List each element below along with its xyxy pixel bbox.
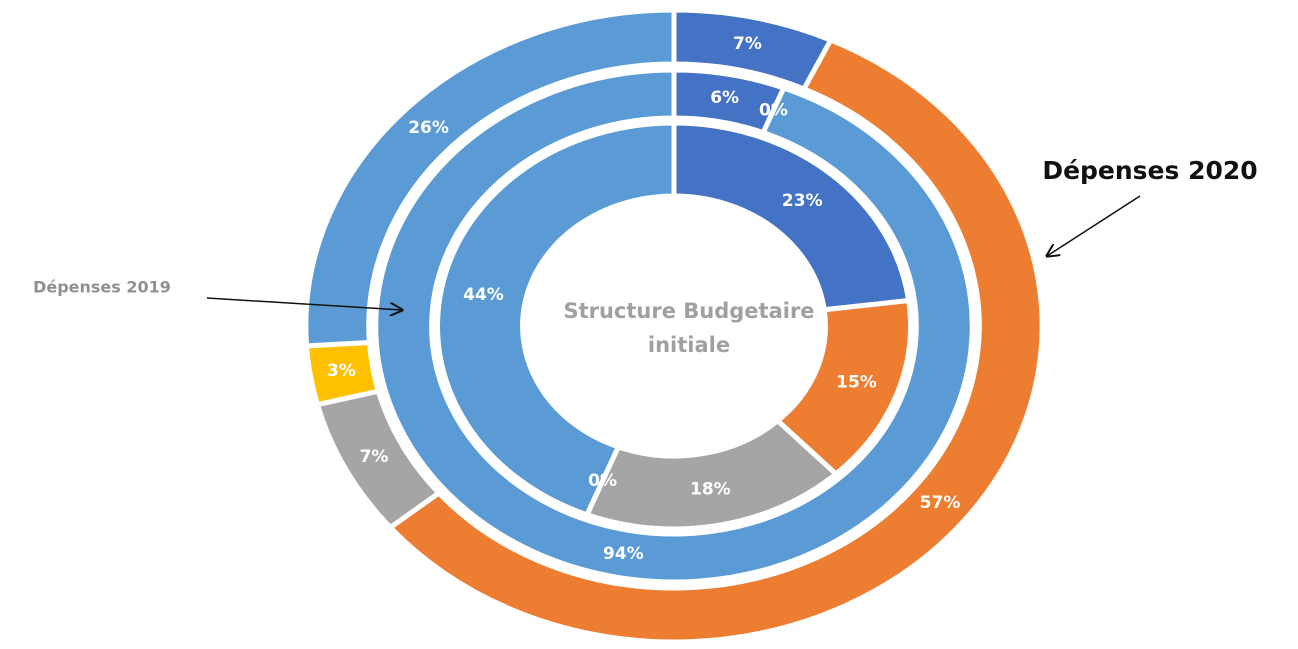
- segment: [303, 7, 677, 349]
- data-label: 44%: [463, 285, 504, 305]
- segment: [435, 120, 677, 518]
- data-label: 6%: [710, 88, 739, 108]
- arrow: [206, 297, 402, 310]
- center-label: initiale: [648, 333, 730, 357]
- data-label: 57%: [920, 493, 961, 513]
- data-label: 0%: [759, 100, 788, 120]
- data-label: 3%: [327, 361, 356, 381]
- segment: [671, 120, 912, 313]
- data-label: 26%: [408, 118, 449, 138]
- annotation: Dépenses 2020: [1042, 156, 1257, 185]
- rings: 7% 57% 7% 3% 26% 6% 0% 94% 23% 15% 18% 0% 44%: [303, 7, 1045, 645]
- annotation: Dépenses 2019: [33, 278, 171, 297]
- data-label: 7%: [733, 34, 762, 54]
- data-label: 7%: [360, 447, 389, 467]
- data-label: 94%: [603, 544, 644, 564]
- segment: [373, 67, 975, 585]
- center-label: Structure Budgetaire: [563, 299, 814, 323]
- data-label: 23%: [782, 191, 823, 211]
- arrow: [1047, 195, 1141, 256]
- data-label: 18%: [690, 480, 731, 500]
- data-label: 15%: [836, 372, 877, 392]
- segment: [386, 36, 1045, 645]
- data-label: 0%: [588, 471, 617, 491]
